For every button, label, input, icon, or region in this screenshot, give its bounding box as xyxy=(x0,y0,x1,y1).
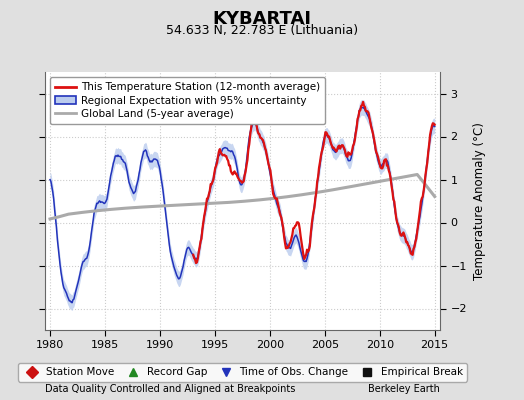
Legend: Station Move, Record Gap, Time of Obs. Change, Empirical Break: Station Move, Record Gap, Time of Obs. C… xyxy=(18,363,467,382)
Text: KYBARTAI: KYBARTAI xyxy=(213,10,311,28)
Text: 54.633 N, 22.783 E (Lithuania): 54.633 N, 22.783 E (Lithuania) xyxy=(166,24,358,37)
Text: Berkeley Earth: Berkeley Earth xyxy=(368,384,440,394)
Text: Data Quality Controlled and Aligned at Breakpoints: Data Quality Controlled and Aligned at B… xyxy=(45,384,295,394)
Y-axis label: Temperature Anomaly (°C): Temperature Anomaly (°C) xyxy=(473,122,486,280)
